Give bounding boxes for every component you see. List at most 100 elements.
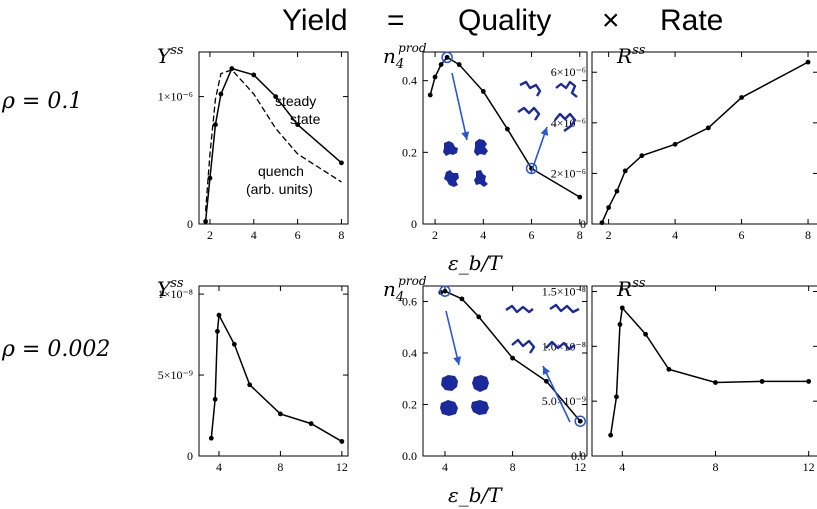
plot-frame (422, 51, 588, 225)
plot-frame (198, 285, 349, 457)
arrow-compact-top-head (461, 131, 470, 140)
x-tick-label: 4 (442, 460, 448, 474)
y-tick-label: 0.2 (402, 145, 417, 159)
y-tick-label: 0 (580, 217, 586, 231)
data-point (247, 382, 253, 388)
data-point (577, 418, 583, 424)
data-point (432, 74, 438, 80)
x-tick-label: 12 (803, 460, 815, 474)
x-tick-label: 8 (338, 228, 344, 242)
x-tick-label: 6 (295, 228, 301, 242)
data-point (273, 94, 279, 99)
y-tick-label: 0 (187, 217, 193, 231)
y-tick-label: 0.0 (402, 449, 417, 463)
header-rate: Rate (660, 4, 723, 37)
x-tick-label: 8 (577, 228, 583, 242)
arrow-compact-bottom-head (453, 356, 462, 365)
xlabel-bottom: ε_b/T (448, 483, 503, 507)
y-tick-label: 1×10⁻⁶ (158, 90, 193, 104)
data-point (639, 153, 645, 159)
annotation-quench: quench (258, 163, 304, 179)
plot-frame (591, 285, 817, 457)
ylabel-2: Rss (616, 43, 646, 68)
x-tick-label: 8 (277, 460, 283, 474)
arrow-compact-top (451, 72, 468, 141)
data-point (805, 59, 811, 65)
data-point (759, 379, 765, 384)
y-tick-label: 0 (411, 217, 417, 231)
x-tick-label: 6 (529, 228, 535, 242)
panel-rate-rho-0.002: 4 8 120.05.0×10⁻⁹1.0×10⁻⁸1.5×10⁻⁸ Rss (542, 276, 817, 474)
arrow-extended-top (530, 126, 548, 174)
data-point (510, 355, 516, 361)
data-point (216, 312, 222, 318)
series-line-steady-state (210, 312, 343, 443)
data-point (442, 288, 448, 294)
data-point (308, 421, 314, 427)
header-quality: Quality (458, 4, 551, 37)
x-tick-label: 8 (510, 460, 516, 474)
arrow-extended-top-head (540, 127, 549, 136)
highlight-ring (525, 162, 538, 175)
data-point (617, 321, 623, 327)
x-tick-label: 8 (805, 228, 811, 242)
x-tick-label: 4 (216, 460, 222, 474)
data-point (207, 175, 213, 181)
ylabel-1: n4prod (383, 41, 427, 72)
data-point (218, 91, 224, 97)
data-point (203, 219, 208, 224)
row-label-rho-0.002: ρ = 0.002 (1, 337, 110, 362)
data-point (295, 122, 301, 128)
data-point (619, 305, 625, 311)
y-tick-label: 6×10⁻⁶ (551, 65, 586, 79)
highlight-ring (439, 285, 451, 297)
ylabel-0: Yss (157, 43, 184, 68)
series-line-steady-state (204, 67, 342, 222)
plot-frame (422, 285, 588, 457)
x-tick-label: 2 (432, 228, 438, 242)
data-point (622, 168, 628, 174)
x-tick-label: 4 (480, 228, 486, 242)
header-times: × (602, 4, 620, 37)
cluster-extended-images-bottom (505, 303, 580, 354)
panel-yield-rho-0.1: 2 4 6 8 0 1×10⁻⁶ Yss (157, 43, 349, 242)
data-point (231, 341, 237, 347)
y-tick-label: 1×10⁻⁸ (158, 287, 193, 301)
x-tick-label: 4 (619, 460, 625, 474)
x-tick-label: 8 (712, 460, 718, 474)
data-point (806, 379, 812, 384)
y-tick-label: 5.0×10⁻⁹ (542, 394, 586, 408)
arrow-compact-bottom (445, 310, 460, 366)
y-tick-label: 0.2 (402, 397, 417, 411)
data-point (713, 380, 718, 385)
y-tick-label: 5×10⁻⁹ (158, 368, 193, 382)
data-point (705, 125, 711, 131)
data-point (614, 394, 619, 400)
data-point (278, 411, 283, 417)
plot-frame (198, 51, 349, 225)
y-tick-label: 2×10⁻⁶ (551, 166, 586, 180)
annotation-state: state (290, 111, 321, 127)
y-tick-label: 1.5×10⁻⁸ (542, 284, 586, 298)
highlight-ring (441, 51, 453, 64)
data-point (643, 331, 648, 337)
x-tick-label: 2 (207, 228, 213, 242)
data-point (427, 92, 433, 98)
annotation-steady: steady (275, 93, 316, 109)
data-point (666, 366, 672, 372)
data-point (505, 126, 510, 132)
data-point (212, 396, 218, 402)
y-tick-label: 0.6 (402, 294, 417, 308)
highlight-ring (574, 415, 586, 427)
header-equals: = (387, 4, 405, 37)
x-tick-label: 4 (672, 228, 678, 242)
cluster-compact-images-top (443, 139, 488, 187)
x-tick-label: 2 (606, 228, 612, 242)
series-line-rate (609, 306, 809, 436)
data-point (215, 328, 220, 334)
data-point (444, 54, 450, 60)
